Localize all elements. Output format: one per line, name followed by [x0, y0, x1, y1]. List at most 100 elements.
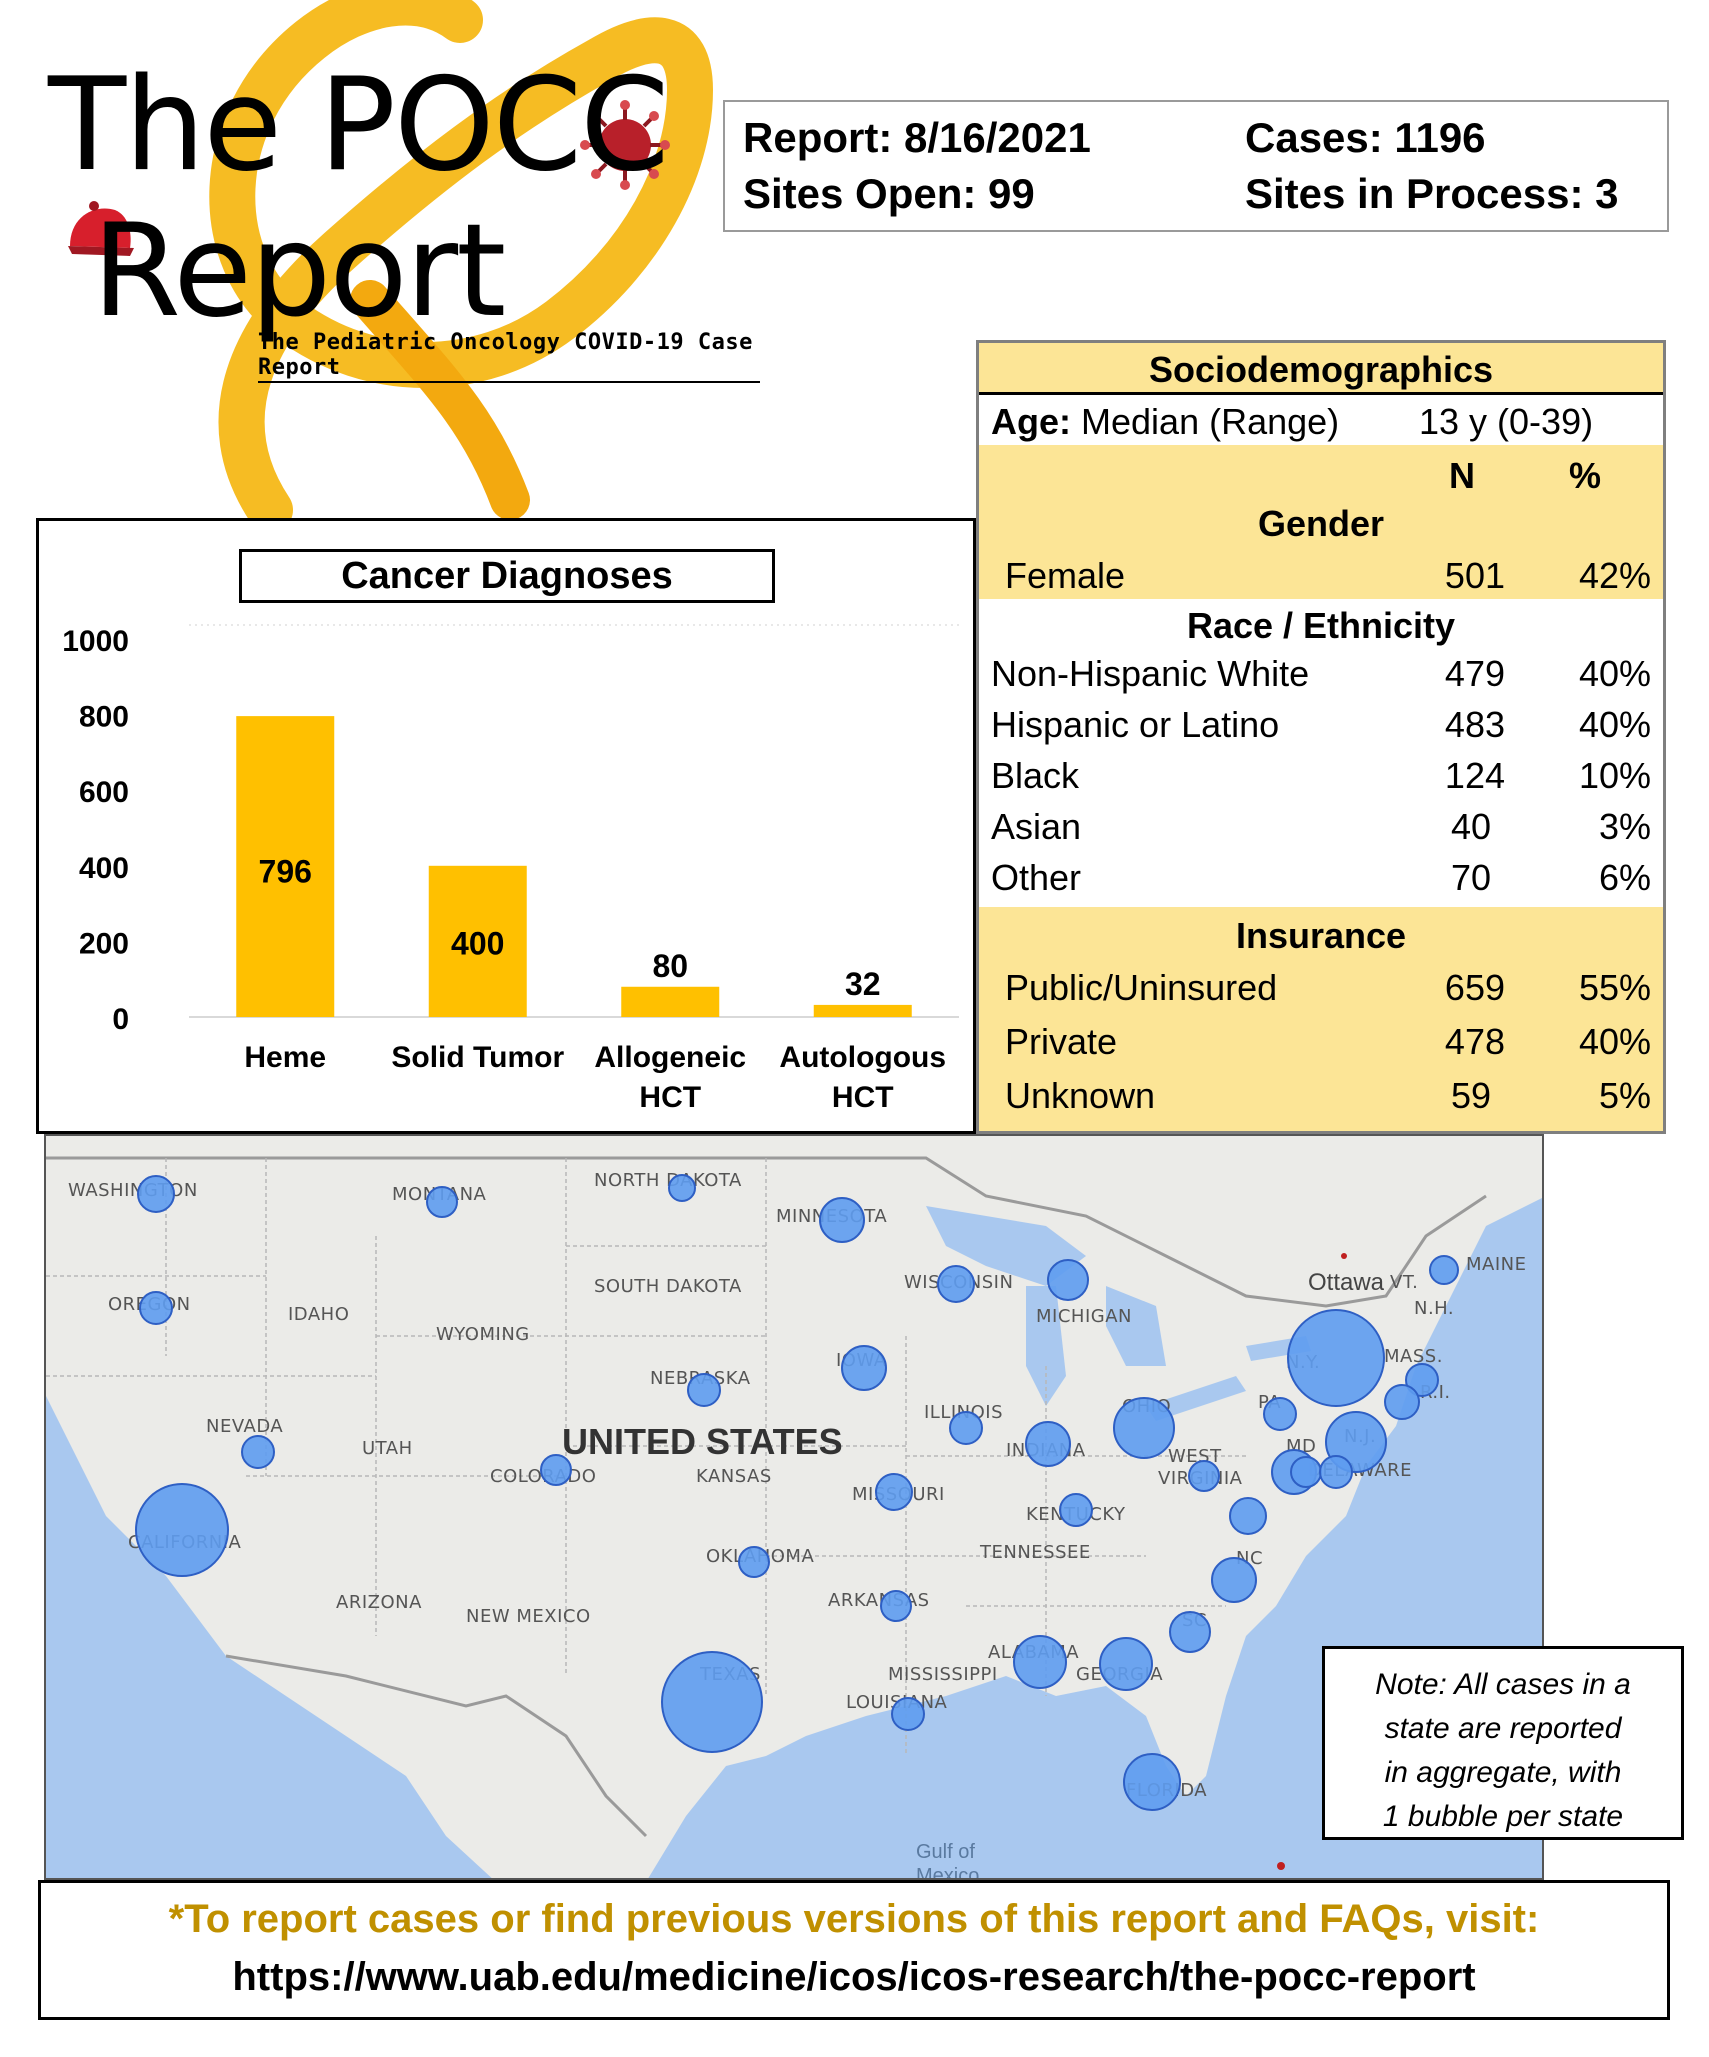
row-pct: 42% — [1578, 555, 1651, 596]
bubble-florida — [1123, 1753, 1181, 1811]
bar-allogeneic-hct — [621, 986, 720, 1017]
bubble-montana — [426, 1186, 458, 1218]
footer-call-to-action: *To report cases or find previous versio… — [168, 1897, 1540, 1941]
sites-open: Sites Open: 99 — [743, 170, 1035, 217]
svg-text:MAINE: MAINE — [1466, 1254, 1527, 1275]
svg-text:VT.: VT. — [1390, 1272, 1418, 1293]
logo-title-line2: Report — [92, 197, 506, 346]
svg-text:NEVADA: NEVADA — [206, 1416, 283, 1437]
bubble-nevada — [241, 1435, 275, 1469]
lake-superior — [926, 1206, 1086, 1286]
bar-autologous-hct — [813, 1004, 912, 1017]
country-label: UNITED STATES — [562, 1421, 843, 1462]
bubble-louisiana — [891, 1697, 925, 1731]
footer-url-link[interactable]: https://www.uab.edu/medicine/icos/icos-r… — [232, 1955, 1476, 1999]
socio-title-row: Sociodemographics — [979, 343, 1663, 395]
bar-heme — [236, 716, 335, 1017]
column-header-row: N % — [979, 445, 1663, 497]
bubble-wisconsin — [937, 1265, 975, 1303]
row-pct: 10% — [1578, 755, 1651, 796]
bubble-missouri — [875, 1473, 913, 1511]
map-note: Note: All cases in a state are reported … — [1322, 1646, 1684, 1840]
bubble-north-dakota — [668, 1174, 696, 1202]
bubble-oklahoma — [738, 1546, 770, 1578]
report-info-box: Report: 8/16/2021 Cases: 1196 Sites Open… — [723, 100, 1669, 232]
svg-text:MICHIGAN: MICHIGAN — [1036, 1306, 1132, 1327]
bubble-north-carolina — [1211, 1557, 1257, 1603]
gulf-label-line1: Gulf of — [916, 1841, 975, 1863]
row-n: 40 — [1450, 806, 1491, 847]
row-label: Private — [1005, 1021, 1118, 1062]
row-pct: 6% — [1598, 857, 1651, 898]
bubble-washington — [137, 1175, 175, 1213]
x-tick-label: Autologous — [779, 1041, 946, 1074]
case-count: Cases: 1196 — [1245, 114, 1486, 161]
svg-text:MASS.: MASS. — [1384, 1346, 1443, 1367]
logo-title-line1: The POCC — [48, 51, 669, 200]
chart-plot: 0 200 400 600 800 1000 796 Heme 400 Solid Tumor 80… — [62, 624, 959, 1114]
svg-text:WYOMING: WYOMING — [436, 1324, 530, 1345]
n-header: N — [1449, 455, 1475, 496]
race-section: Race / Ethnicity Non-Hispanic White 479 … — [979, 599, 1663, 907]
bubble-maine — [1429, 1255, 1459, 1285]
row-label: Female — [1005, 555, 1126, 596]
map-dot — [1277, 1862, 1285, 1870]
race-heading: Race / Ethnicity — [1186, 605, 1456, 646]
canada-border — [46, 1156, 1487, 1308]
row-n: 70 — [1450, 857, 1491, 898]
logo-subtitle: The Pediatric Oncology COVID-19 Case Rep… — [258, 330, 760, 383]
age-value: 13 y (0-39) — [1419, 401, 1594, 442]
svg-text:ARKANSAS: ARKANSAS — [828, 1590, 930, 1611]
bubble-iowa — [841, 1345, 887, 1391]
svg-text:NORTH DAKOTA: NORTH DAKOTA — [594, 1170, 742, 1191]
svg-text:NEW MEXICO: NEW MEXICO — [466, 1606, 591, 1627]
y-tick-label: 600 — [79, 776, 129, 809]
data-label: 32 — [845, 966, 881, 1002]
x-tick-label: Allogeneic — [594, 1041, 746, 1074]
socio-title: Sociodemographics — [1148, 349, 1494, 390]
row-n: 478 — [1444, 1021, 1505, 1062]
bubble-california — [135, 1483, 229, 1577]
x-tick-label: Solid Tumor — [391, 1041, 564, 1074]
y-tick-label: 800 — [79, 701, 129, 734]
bubble-illinois — [949, 1411, 983, 1445]
report-date: Report: 8/16/2021 — [743, 114, 1091, 161]
state-borders — [46, 1158, 1246, 1756]
svg-text:WASHINGTON: WASHINGTON — [68, 1180, 198, 1201]
awareness-ribbon-icon — [209, 0, 714, 520]
row-pct: 55% — [1578, 967, 1651, 1008]
case-bubbles — [135, 1174, 1459, 1811]
lake-erie — [1146, 1376, 1246, 1421]
red-cap-icon — [68, 201, 134, 256]
bubble-oregon — [139, 1291, 173, 1325]
bubble-pennsylvania — [1263, 1397, 1297, 1431]
y-tick-label: 200 — [79, 927, 129, 960]
data-label: 80 — [652, 948, 688, 984]
bubble-west-virginia — [1188, 1460, 1220, 1492]
row-pct: 40% — [1578, 704, 1651, 745]
bubble-michigan — [1047, 1259, 1089, 1301]
sociodemographics-table: Sociodemographics Age: Median (Range) 13… — [976, 340, 1666, 1134]
land-area — [46, 1136, 1542, 1878]
coronavirus-icon — [580, 100, 670, 190]
table-row: Female 501 42% — [979, 547, 1663, 599]
x-tick-label: HCT — [639, 1081, 701, 1114]
bubble-minnesota — [819, 1197, 865, 1243]
bubble-virginia — [1229, 1497, 1267, 1535]
map-canvas: WASHINGTON MONTANA NORTH DAKOTA MINNESOT… — [46, 1136, 1542, 1878]
sites-in-process: Sites in Process: 3 — [1245, 170, 1619, 217]
svg-text:IDAHO: IDAHO — [288, 1304, 349, 1325]
bubble-new-york — [1287, 1309, 1385, 1407]
row-label: Public/Uninsured — [1005, 967, 1278, 1008]
svg-text:KANSAS: KANSAS — [696, 1466, 772, 1487]
bubble-arkansas — [880, 1590, 912, 1622]
bubble-texas — [661, 1651, 763, 1753]
bubble-massachusetts — [1405, 1363, 1439, 1397]
age-row: Age: Median (Range) 13 y (0-39) — [979, 395, 1663, 445]
note-line: state are reported — [1384, 1712, 1622, 1745]
row-label: Other — [991, 857, 1082, 898]
svg-text:MISSISSIPPI: MISSISSIPPI — [888, 1664, 998, 1685]
row-label: Black — [991, 755, 1080, 796]
svg-text:TENNESSEE: TENNESSEE — [979, 1542, 1091, 1563]
lake-michigan — [1026, 1286, 1066, 1406]
